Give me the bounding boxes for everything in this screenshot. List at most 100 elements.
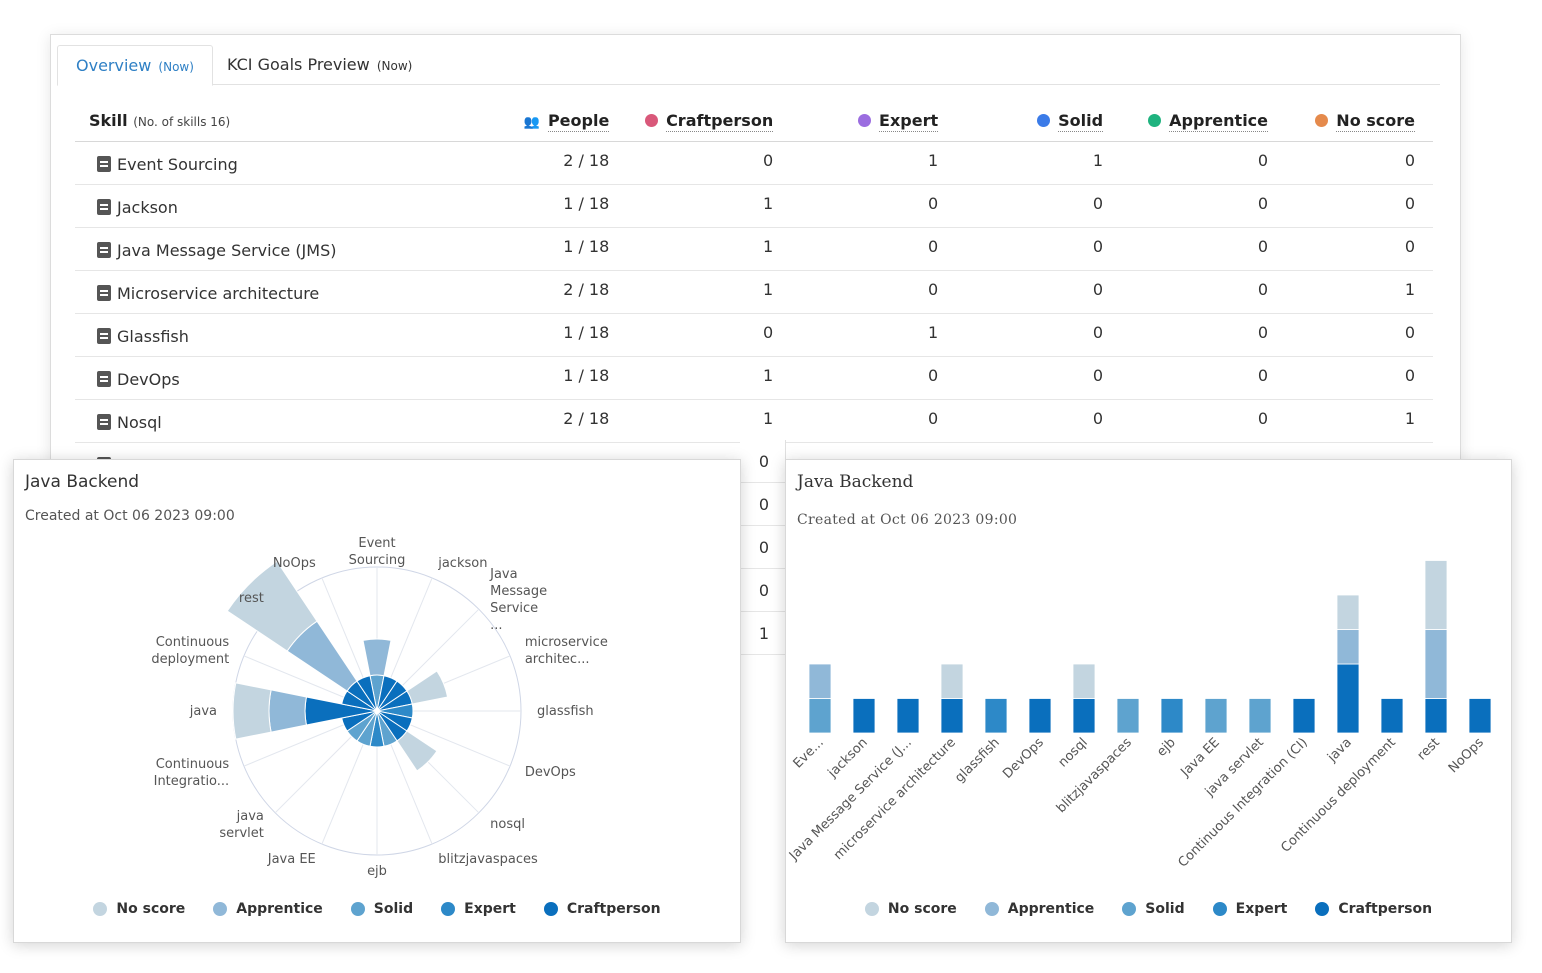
polar-segment-apprentice[interactable] bbox=[362, 638, 392, 677]
solid-column-header[interactable]: Solid bbox=[938, 101, 1104, 142]
skill-header-label: Skill bbox=[89, 111, 128, 131]
bar-segment-solid[interactable] bbox=[1248, 698, 1272, 734]
solid-header-label: Solid bbox=[1058, 111, 1104, 133]
people-column-header[interactable]: 👥 People bbox=[388, 101, 612, 142]
skill-name: Jackson bbox=[117, 198, 178, 217]
table-row[interactable]: Microservice architecture 2 / 18 1 0 0 0 1 bbox=[75, 270, 1433, 314]
legend-item[interactable]: Expert bbox=[1212, 901, 1287, 917]
chart-title: Java Backend bbox=[797, 472, 914, 492]
score-cell: 0 bbox=[1103, 184, 1269, 228]
bar-segment-apprentice[interactable] bbox=[808, 663, 832, 699]
skill-name-cell[interactable]: Java Message Service (JMS) bbox=[75, 227, 389, 271]
bar-segment-expert[interactable] bbox=[984, 698, 1008, 734]
bar-segment-craftperson[interactable] bbox=[896, 698, 920, 734]
bar-segment-apprentice[interactable] bbox=[1336, 629, 1360, 665]
bar-segment-craftperson[interactable] bbox=[1072, 698, 1096, 734]
polar-category-label: jackson bbox=[437, 556, 487, 571]
polar-category-label: java servlet bbox=[219, 809, 264, 841]
skill-name-cell[interactable]: DevOps bbox=[75, 356, 389, 400]
score-cell: 0 bbox=[938, 270, 1104, 314]
bar-segment-craftperson[interactable] bbox=[1380, 698, 1404, 734]
tab-kci-badge: (Now) bbox=[376, 59, 413, 73]
bar-segment-expert[interactable] bbox=[1160, 698, 1184, 734]
craftperson-column-header[interactable]: Craftperson bbox=[611, 101, 774, 142]
skill-name-cell[interactable]: Microservice architecture bbox=[75, 270, 389, 314]
skill-name-cell[interactable]: Nosql bbox=[75, 399, 389, 443]
tab-kci-goals-preview[interactable]: KCI Goals Preview (Now) bbox=[209, 45, 430, 85]
score-cell: 0 bbox=[773, 184, 939, 228]
legend-item[interactable]: Solid bbox=[350, 901, 414, 917]
legend-label: Solid bbox=[373, 901, 414, 917]
skill-name: Java Message Service (JMS) bbox=[117, 241, 337, 260]
bar-segment-solid[interactable] bbox=[1116, 698, 1140, 734]
table-row[interactable]: Nosql 2 / 18 1 0 0 0 1 bbox=[75, 399, 1433, 443]
no-score-dot-icon bbox=[1315, 114, 1329, 128]
table-row[interactable]: Glassfish 1 / 18 0 1 0 0 0 bbox=[75, 313, 1433, 357]
score-cell: 1 bbox=[611, 270, 774, 314]
bar-segment-craftperson[interactable] bbox=[1336, 663, 1360, 734]
polar-segment-apprentice[interactable] bbox=[268, 689, 307, 733]
bar-category-label: rest bbox=[1415, 735, 1443, 763]
people-cell: 2 / 18 bbox=[388, 399, 612, 443]
skill-name-cell[interactable]: Event Sourcing bbox=[75, 141, 389, 185]
bar-segment-craftperson[interactable] bbox=[940, 698, 964, 734]
expert-column-header[interactable]: Expert bbox=[773, 101, 939, 142]
bar-segment-craftperson[interactable] bbox=[1292, 698, 1316, 734]
skill-name-cell[interactable]: Glassfish bbox=[75, 313, 389, 357]
bar-category-label: DevOps bbox=[1000, 735, 1047, 782]
bar-segment-solid[interactable] bbox=[1204, 698, 1228, 734]
legend-item[interactable]: No score bbox=[864, 901, 957, 917]
bar-segment-craftperson[interactable] bbox=[1468, 698, 1492, 734]
bar-segment-no-score[interactable] bbox=[1424, 560, 1448, 630]
table-row[interactable]: Jackson 1 / 18 1 0 0 0 0 bbox=[75, 184, 1433, 228]
legend-item[interactable]: Solid bbox=[1122, 901, 1185, 917]
bar-segment-craftperson[interactable] bbox=[1028, 698, 1052, 734]
skill-name: DevOps bbox=[117, 370, 180, 389]
bar-segment-apprentice[interactable] bbox=[1424, 629, 1448, 699]
bar-segment-no-score[interactable] bbox=[1072, 663, 1096, 699]
bar-segment-no-score[interactable] bbox=[1336, 594, 1360, 630]
people-cell: 2 / 18 bbox=[388, 270, 612, 314]
polar-category-label: java bbox=[189, 704, 217, 719]
bar-segment-no-score[interactable] bbox=[940, 663, 964, 699]
polar-segment-no-score[interactable] bbox=[396, 730, 438, 772]
people-cell: 2 / 18 bbox=[388, 141, 612, 185]
legend-item[interactable]: Apprentice bbox=[984, 901, 1094, 917]
score-cell: 1 bbox=[740, 612, 785, 655]
people-cell: 1 / 18 bbox=[388, 184, 612, 228]
score-cell: 0 bbox=[1268, 313, 1433, 357]
people-icon: 👥 bbox=[523, 115, 540, 131]
no-score-header-label: No score bbox=[1336, 111, 1415, 133]
skills-table: Skill (No. of skills 16) 👥 People Craftpe… bbox=[75, 101, 1433, 463]
score-cell: 0 bbox=[1103, 270, 1269, 314]
legend-item[interactable]: Expert bbox=[441, 901, 516, 917]
polar-segment-craftperson[interactable] bbox=[356, 675, 378, 712]
polar-segment-no-score[interactable] bbox=[232, 682, 272, 740]
legend-item[interactable]: Apprentice bbox=[213, 901, 323, 917]
apprentice-column-header[interactable]: Apprentice bbox=[1103, 101, 1269, 142]
skill-column-header[interactable]: Skill (No. of skills 16) bbox=[75, 101, 389, 142]
bar-segment-craftperson[interactable] bbox=[852, 698, 876, 734]
polar-segment-no-score[interactable] bbox=[406, 670, 449, 705]
table-row[interactable]: Java Message Service (JMS) 1 / 18 1 0 0 0 0 bbox=[75, 227, 1433, 271]
legend-item[interactable]: Craftperson bbox=[1315, 901, 1432, 917]
table-row[interactable] bbox=[75, 442, 1433, 463]
table-header-row: Skill (No. of skills 16) 👥 People Craftpe… bbox=[75, 101, 1433, 142]
no-score-column-header[interactable]: No score bbox=[1268, 101, 1433, 142]
people-header-label: People bbox=[547, 111, 610, 133]
score-cell: 0 bbox=[773, 227, 939, 271]
score-cell: 1 bbox=[1268, 270, 1433, 314]
bar-segment-solid[interactable] bbox=[808, 698, 832, 734]
legend-item[interactable]: No score bbox=[93, 901, 185, 917]
legend-item[interactable]: Craftperson bbox=[543, 901, 661, 917]
table-row[interactable]: Event Sourcing 2 / 18 0 1 1 0 0 bbox=[75, 141, 1433, 185]
book-icon bbox=[97, 199, 111, 215]
legend-swatch bbox=[864, 902, 879, 916]
tab-overview[interactable]: Overview (Now) bbox=[57, 45, 213, 86]
skill-name-cell[interactable]: Jackson bbox=[75, 184, 389, 228]
bar-segment-craftperson[interactable] bbox=[1424, 698, 1448, 734]
polar-segment-no-score[interactable] bbox=[226, 560, 318, 652]
bar-category-label: Eve... bbox=[791, 735, 827, 771]
legend-swatch bbox=[984, 902, 999, 916]
table-row[interactable]: DevOps 1 / 18 1 0 0 0 0 bbox=[75, 356, 1433, 400]
